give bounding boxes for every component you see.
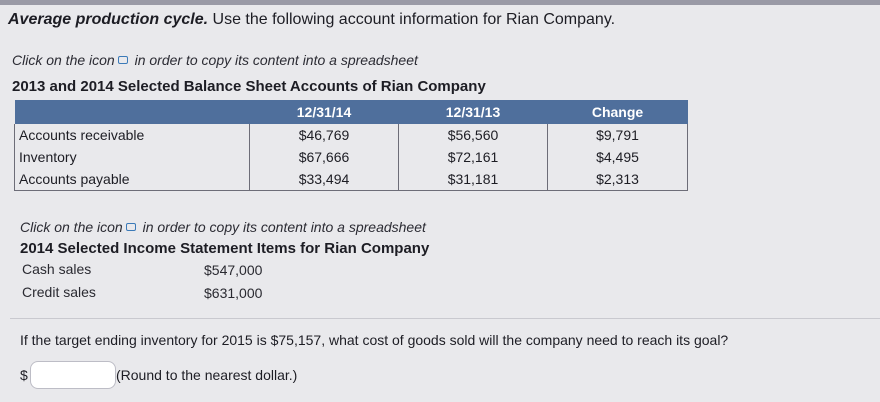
value-2013: $72,161 — [398, 146, 548, 168]
value-2014: $67,666 — [249, 146, 399, 168]
value-2014: $33,494 — [249, 168, 399, 191]
income-item-label: Credit sales — [22, 284, 96, 300]
value-2013: $31,181 — [398, 168, 548, 191]
income-item-value: $631,000 — [204, 285, 263, 301]
table-header-row: 12/31/14 12/31/13 Change — [14, 100, 688, 124]
copy-note-balance-sheet: Click on the icon in order to copy its c… — [12, 52, 418, 68]
balance-sheet-heading: 2013 and 2014 Selected Balance Sheet Acc… — [12, 78, 486, 95]
income-item-label: Cash sales — [22, 261, 92, 277]
column-header-2014: 12/31/14 — [249, 100, 399, 124]
value-change: $4,495 — [547, 146, 688, 168]
problem-title: Average production cycle. Use the follow… — [8, 11, 615, 29]
currency-symbol: $ — [20, 367, 28, 383]
column-header-2013: 12/31/13 — [398, 100, 548, 124]
rounding-note: (Round to the nearest dollar.) — [116, 367, 298, 383]
copy-note-income-statement: Click on the icon in order to copy its c… — [20, 219, 426, 235]
column-header-change: Change — [547, 100, 688, 124]
answer-input[interactable] — [30, 361, 116, 389]
problem-title-bold: Average production cycle. — [8, 11, 209, 28]
copy-note-suffix: in order to copy its content into a spre… — [142, 219, 426, 235]
row-label: Accounts receivable — [14, 124, 250, 146]
copy-spreadsheet-icon[interactable] — [125, 223, 136, 232]
row-label: Inventory — [14, 146, 250, 168]
question-text: If the target ending inventory for 2015 … — [20, 332, 729, 348]
value-2014: $46,769 — [249, 124, 399, 146]
copy-note-prefix: Click on the icon — [12, 52, 115, 68]
copy-spreadsheet-icon[interactable] — [117, 56, 128, 65]
table-row: Accounts receivable $46,769 $56,560 $9,7… — [14, 124, 688, 146]
value-2013: $56,560 — [398, 124, 548, 146]
balance-sheet-table: 12/31/14 12/31/13 Change Accounts receiv… — [14, 100, 688, 191]
copy-note-suffix: in order to copy its content into a spre… — [134, 52, 418, 68]
column-header-account — [14, 100, 250, 124]
section-divider — [10, 318, 880, 319]
row-label: Accounts payable — [14, 168, 250, 191]
income-item-value: $547,000 — [204, 262, 263, 278]
value-change: $9,791 — [547, 124, 688, 146]
copy-note-prefix: Click on the icon — [20, 219, 123, 235]
value-change: $2,313 — [547, 168, 688, 191]
income-statement-heading: 2014 Selected Income Statement Items for… — [20, 240, 430, 257]
problem-title-text: Use the following account information fo… — [208, 11, 616, 28]
top-divider — [0, 0, 880, 5]
table-row: Accounts payable $33,494 $31,181 $2,313 — [14, 168, 688, 191]
table-row: Inventory $67,666 $72,161 $4,495 — [14, 146, 688, 168]
